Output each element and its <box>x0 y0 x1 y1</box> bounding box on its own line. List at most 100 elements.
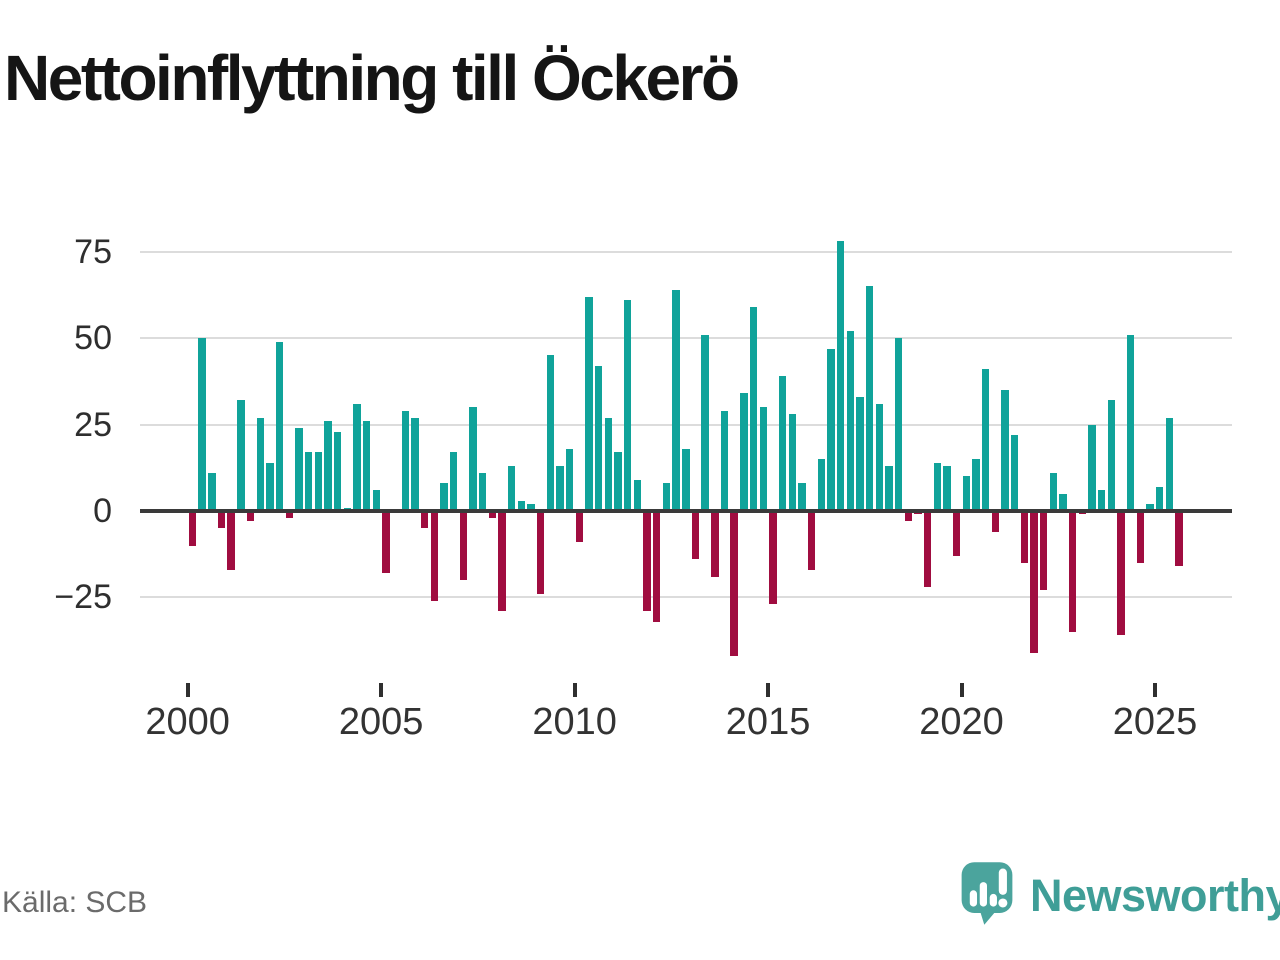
bar-2003-q2 <box>314 452 322 511</box>
bar-2005-q1 <box>382 511 390 574</box>
y-axis-label-50: 50 <box>74 319 112 358</box>
bar-2006-q1 <box>420 511 429 529</box>
bar-2001-q4 <box>256 417 264 511</box>
bar-2007-q4 <box>488 511 497 518</box>
bar-2021-q3 <box>1020 511 1029 563</box>
bar-2019-q3 <box>943 466 951 511</box>
bar-2021-q2 <box>1011 434 1019 511</box>
bar-2007-q1 <box>459 511 468 581</box>
bar-2015-q2 <box>778 376 787 511</box>
bar-2023-q2 <box>1088 424 1096 511</box>
bar-2012-q3 <box>672 289 680 511</box>
bar-2007-q2 <box>469 407 477 511</box>
newsworthy-logo-icon <box>961 862 1013 925</box>
bar-2024-q2 <box>1127 334 1135 511</box>
bar-2020-q3 <box>981 369 990 511</box>
bar-2015-q4 <box>798 483 806 511</box>
bar-2009-q4 <box>566 448 574 511</box>
bar-2013-q3 <box>711 511 719 577</box>
bar-2003-q4 <box>333 431 342 511</box>
bar-2012-q4 <box>682 448 690 511</box>
plot-area: 75 50 25 0 −25 2000 2005 2010 2015 2020 2025 <box>54 232 1232 743</box>
bar-2010-q3 <box>595 365 603 511</box>
bar-2001-q1 <box>227 511 235 570</box>
bar-2005-q3 <box>401 410 409 511</box>
exclamation-bar <box>998 868 1007 895</box>
bar-2006-q3 <box>440 483 448 511</box>
bar-2018-q1 <box>885 466 893 511</box>
bar-2024-q3 <box>1136 511 1145 563</box>
x-axis-label-2010: 2010 <box>532 701 617 743</box>
bar-2002-q4 <box>295 428 303 511</box>
bar-2020-q4 <box>991 511 1000 532</box>
x-axis-tick-2000 <box>185 683 190 697</box>
bar-2000-q3 <box>208 472 216 511</box>
bar-2020-q1 <box>962 476 971 511</box>
bar-2022-q4 <box>1069 511 1077 632</box>
gridline-75 <box>140 250 1232 253</box>
bar-2002-q3 <box>285 511 293 518</box>
bar-2017-q2 <box>856 396 864 511</box>
bar-2009-q1 <box>537 511 545 594</box>
x-axis-label-2005: 2005 <box>338 701 424 743</box>
bar-2014-q2 <box>740 393 748 511</box>
gridline-25 <box>140 423 1232 426</box>
x-axis-tick-2005 <box>379 683 384 697</box>
bar-2016-q3 <box>827 348 835 511</box>
bar-2016-q4 <box>836 241 845 511</box>
bar-2025-q3 <box>1175 511 1183 567</box>
y-axis-label-25: 25 <box>74 405 112 444</box>
bar-2014-q4 <box>759 407 767 511</box>
bar-2004-q2 <box>353 403 361 511</box>
bar-2004-q3 <box>362 421 371 511</box>
bar-2011-q4 <box>643 511 651 612</box>
bar-2017-q4 <box>875 403 883 511</box>
bar-2000-q2 <box>198 338 206 511</box>
bar-2012-q1 <box>653 511 661 622</box>
bar-2003-q3 <box>324 421 332 511</box>
source-label: Källa: SCB <box>2 886 148 919</box>
bar-2013-q1 <box>691 511 700 560</box>
bar-2003-q1 <box>304 452 313 511</box>
bar-2019-q1 <box>923 511 932 588</box>
bar-2006-q4 <box>449 452 458 511</box>
x-axis-label-2000: 2000 <box>145 701 230 743</box>
bar-2017-q1 <box>846 331 854 511</box>
bar-2000-q4 <box>217 511 226 529</box>
bar-2011-q3 <box>633 479 642 511</box>
bar-2025-q1 <box>1156 486 1164 511</box>
bar-2020-q2 <box>972 459 980 511</box>
bar-2008-q3 <box>517 500 526 511</box>
y-axis-label-75: 75 <box>74 232 112 271</box>
x-axis-label-2025: 2025 <box>1112 701 1198 743</box>
bar-2018-q2 <box>894 338 903 511</box>
bar-2012-q2 <box>662 483 671 511</box>
bar-2009-q3 <box>556 466 564 511</box>
bar-2006-q2 <box>430 511 439 601</box>
bar-2004-q4 <box>372 490 380 511</box>
x-axis-tick-2025 <box>1153 683 1157 697</box>
mini-bar-1 <box>969 890 978 907</box>
bar-2011-q1 <box>614 452 622 511</box>
bar-2016-q2 <box>817 459 825 511</box>
bar-2002-q2 <box>275 341 284 511</box>
bar-2010-q4 <box>604 417 613 511</box>
bar-2001-q2 <box>237 400 245 511</box>
y-axis-label-0: 0 <box>93 492 112 530</box>
x-axis-label-2020: 2020 <box>919 701 1004 743</box>
bar-2015-q3 <box>788 414 796 511</box>
bar-2024-q1 <box>1117 511 1125 636</box>
bar-2021-q1 <box>1001 390 1009 511</box>
x-axis-tick-2020 <box>959 683 964 697</box>
bar-2022-q1 <box>1040 511 1048 591</box>
brand-logo: Newsworthy <box>958 860 1280 930</box>
bar-2018-q3 <box>904 511 912 522</box>
mini-bar-2 <box>979 882 987 907</box>
bar-2023-q4 <box>1107 400 1116 511</box>
bar-2013-q2 <box>701 334 709 511</box>
bar-2010-q1 <box>575 511 584 543</box>
bar-2002-q1 <box>266 462 274 511</box>
bar-2022-q2 <box>1049 472 1058 511</box>
exclamation-dot <box>998 898 1008 908</box>
bar-2015-q1 <box>769 511 777 605</box>
